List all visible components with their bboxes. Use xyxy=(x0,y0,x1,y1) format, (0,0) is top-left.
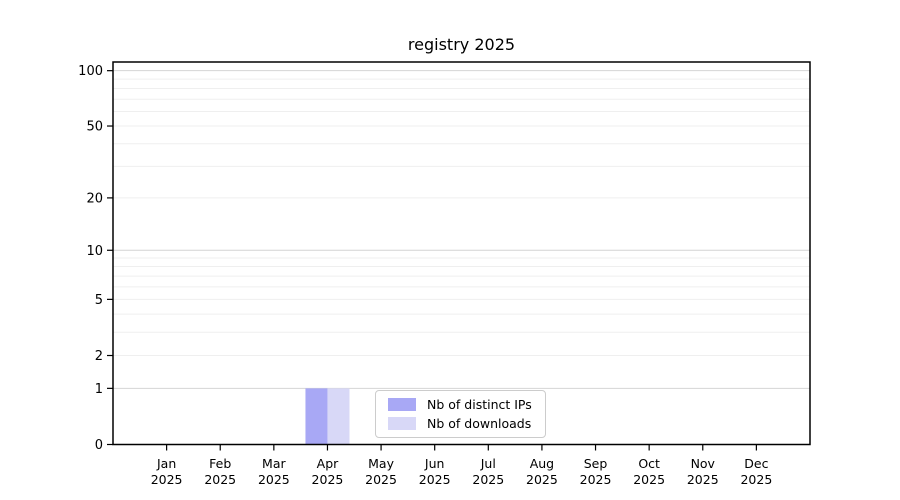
y-tick-label: 20 xyxy=(86,191,103,206)
plot-border xyxy=(112,61,811,446)
x-tick-label-mar: Mar 2025 xyxy=(258,456,290,487)
y-tick-label: 50 xyxy=(86,120,103,135)
y-tick-label: 1 xyxy=(95,382,103,397)
y-tick-label: 0 xyxy=(95,438,103,453)
legend-item-downloads: Nb of downloads xyxy=(388,416,532,431)
legend-label-distinct-ips: Nb of distinct IPs xyxy=(427,397,532,412)
x-tick-label-dec: Dec 2025 xyxy=(740,456,772,487)
y-tick-label: 2 xyxy=(95,349,103,364)
bar-apr-distinct-ips xyxy=(305,388,328,445)
legend-item-distinct-ips: Nb of distinct IPs xyxy=(388,397,532,412)
chart-title: registry 2025 xyxy=(407,35,516,54)
x-tick-label-nov: Nov 2025 xyxy=(687,456,719,487)
legend: Nb of distinct IPs Nb of downloads xyxy=(375,390,546,438)
legend-label-downloads: Nb of downloads xyxy=(427,416,532,431)
x-tick-label-aug: Aug 2025 xyxy=(526,456,558,487)
x-tick-label-oct: Oct 2025 xyxy=(633,456,665,487)
x-tick-label-jan: Jan 2025 xyxy=(151,456,183,487)
x-tick-label-jun: Jun 2025 xyxy=(419,456,451,487)
x-tick-label-sep: Sep 2025 xyxy=(580,456,612,487)
bar-apr-downloads xyxy=(327,388,350,445)
x-tick-label-jul: Jul 2025 xyxy=(472,456,504,487)
legend-swatch-downloads xyxy=(388,417,416,430)
legend-swatch-distinct-ips xyxy=(388,398,416,411)
x-tick-label-feb: Feb 2025 xyxy=(204,456,236,487)
x-tick-label-may: May 2025 xyxy=(365,456,397,487)
y-tick-label: 10 xyxy=(86,244,103,259)
y-tick-label: 5 xyxy=(95,293,103,308)
x-tick-label-apr: Apr 2025 xyxy=(312,456,344,487)
y-tick-label: 100 xyxy=(78,64,103,79)
